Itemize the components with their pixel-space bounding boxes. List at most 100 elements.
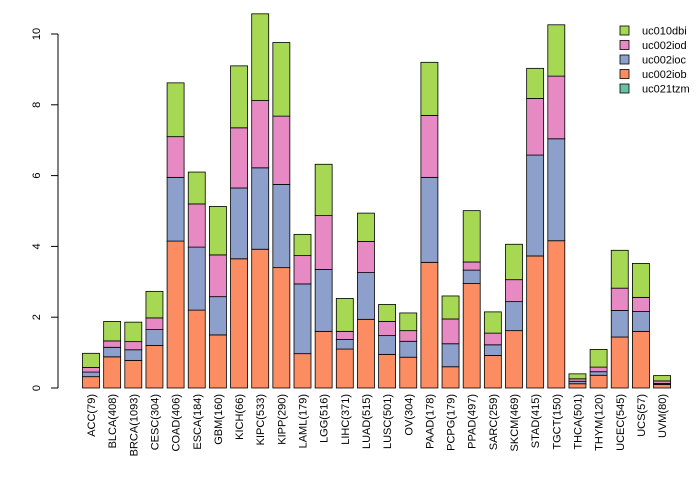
bar-segment-uc002iod [230, 127, 248, 189]
bar-segment-uc002iod [335, 330, 354, 340]
bar-segment-uc010dbi [314, 163, 333, 217]
bar-segment-uc002iod [483, 332, 502, 346]
bar-segment-uc002iob [187, 309, 206, 389]
bar-segment-uc002ioc [251, 167, 270, 250]
bar-segment-uc010dbi [653, 375, 671, 382]
x-tick-label: LUSC(501) [382, 394, 394, 449]
x-tick-label: PPAD(497) [467, 394, 479, 449]
bar-segment-uc002iob [145, 345, 164, 389]
bar-stack [103, 321, 122, 389]
bar-stack [378, 304, 397, 389]
bar-segment-uc002ioc [82, 371, 100, 378]
bar-segment-uc010dbi [441, 295, 460, 320]
bar-segment-uc010dbi [293, 233, 312, 257]
bar-segment-uc010dbi [589, 349, 608, 368]
bar-segment-uc010dbi [335, 298, 354, 332]
x-tick-label: UVM(80) [657, 394, 669, 438]
x-tick-label: THCA(501) [572, 394, 584, 450]
y-axis: 0 2 4 6 8 10 [31, 28, 59, 391]
x-tick-label: UCEC(545) [615, 394, 627, 451]
bar-segment-uc010dbi [632, 262, 650, 298]
bar-segment-uc002ioc [632, 311, 650, 332]
x-tick-label: KIPP(290) [276, 394, 288, 445]
x-tick-label: GBM(160) [213, 394, 225, 445]
bar-segment-uc002iod [632, 296, 650, 312]
bar-segment-uc010dbi [272, 42, 291, 117]
bar-stack [251, 13, 270, 389]
bar-segment-uc010dbi [610, 249, 629, 289]
bar-segment-uc002iob [82, 376, 100, 389]
bar-segment-uc002iod [589, 366, 608, 373]
x-tick-label: PAAD(178) [424, 394, 436, 449]
bar-segment-uc002iod [505, 279, 523, 303]
bar-segment-uc002ioc [103, 346, 122, 358]
bar-segment-uc002iob [547, 240, 566, 389]
bar-segment-uc002iob [124, 359, 143, 389]
bar-stack [526, 67, 545, 389]
bar-segment-uc002ioc [610, 310, 629, 338]
bar-segment-uc002iob [462, 283, 481, 389]
bar-segment-uc002iob [272, 267, 291, 389]
bar-segment-uc002ioc [272, 184, 291, 269]
x-tick-label: LUAD(515) [361, 394, 373, 449]
legend-label-uc002iod: uc002iod [642, 40, 687, 52]
bar-segment-uc002iob [526, 255, 545, 389]
bar-stack [653, 375, 671, 389]
bar-segment-uc002iod [82, 367, 100, 373]
bar-segment-uc002iod [103, 340, 122, 348]
bar-segment-uc002ioc [335, 339, 354, 350]
bar-segment-uc002iod [547, 75, 566, 140]
x-axis-labels: ACC(79) BLCA(408) BRCA(1093) CESC(304) COAD(… [86, 394, 669, 456]
bar-segment-uc010dbi [230, 65, 248, 129]
bar-segment-uc002iob [568, 383, 587, 389]
legend-label-uc021tzm: uc021tzm [642, 84, 690, 96]
bar-segment-uc002iob [399, 356, 418, 389]
bar-segment-uc002iod [145, 317, 164, 330]
bar-segment-uc002iod [441, 318, 460, 345]
bar-segment-uc002ioc [187, 246, 206, 311]
bar-segment-uc002iob [589, 374, 608, 389]
x-tick-label: LIHC(371) [340, 394, 352, 445]
bar-segment-uc002iod [272, 115, 291, 185]
x-tick-label: CESC(304) [149, 394, 161, 450]
bar-segment-uc010dbi [462, 210, 481, 263]
legend: uc010dbi uc002iod uc002ioc uc002iob uc021tzm [619, 26, 690, 96]
bar-segment-uc002iod [526, 98, 545, 156]
bar-stack [357, 212, 375, 389]
bar-stack [293, 233, 312, 389]
bar-segment-uc010dbi [547, 24, 566, 77]
bar-stack [166, 82, 185, 389]
bar-segment-uc010dbi [568, 373, 587, 380]
bar-segment-uc002iob [505, 330, 523, 389]
bar-segment-uc002iod [378, 321, 397, 337]
bar-segment-uc002iob [632, 330, 650, 389]
bar-stack [230, 65, 248, 389]
bar-stack [187, 171, 206, 389]
bar-segment-uc010dbi [103, 321, 122, 342]
bar-segment-uc002iob [483, 355, 502, 389]
bar-stack [568, 373, 587, 389]
x-tick-label: SKCM(469) [509, 394, 521, 451]
bar-stack [145, 290, 164, 389]
bar-stack [272, 42, 291, 389]
bar-segment-uc002iod [420, 115, 439, 178]
x-tick-label: PCPG(179) [446, 394, 458, 451]
bar-segment-uc002iob [441, 366, 460, 389]
x-tick-label: ACC(79) [86, 394, 98, 437]
bar-segment-uc002iod [124, 341, 143, 351]
legend-label-uc002ioc: uc002ioc [642, 55, 687, 67]
bar-segment-uc002ioc [547, 138, 566, 242]
bar-segment-uc002iod [166, 136, 185, 178]
bar-stack [335, 298, 354, 389]
bar-segment-uc002iod [610, 287, 629, 311]
bar-segment-uc002ioc [526, 154, 545, 257]
x-tick-label: KICH(66) [234, 394, 246, 440]
legend-swatch-uc002ioc [619, 54, 630, 65]
bar-segment-uc002ioc [378, 335, 397, 355]
x-tick-label: BRCA(1093) [128, 394, 140, 456]
bar-segment-uc002iod [187, 203, 206, 248]
legend-swatch-uc002iob [619, 69, 630, 79]
bar-stack [314, 163, 333, 389]
bar-segment-uc002ioc [208, 296, 227, 336]
